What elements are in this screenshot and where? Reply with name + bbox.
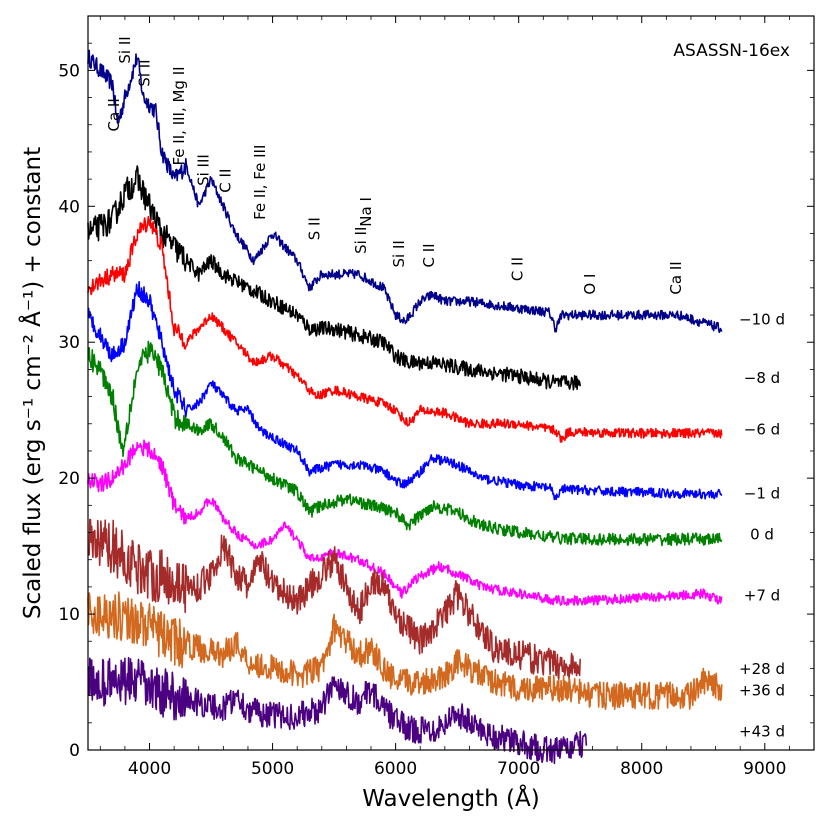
line-id-label: Si II — [352, 227, 370, 254]
line-id-label: S II — [305, 217, 323, 240]
epoch-label-layer: −10 d −8 d −6 d −1 d 0 d +7 d +28 d +36 d +43 d — [739, 311, 785, 741]
x-axis-title: Wavelength (Å) — [362, 784, 539, 812]
line-id-label: C II — [420, 243, 438, 267]
x-tick-label: 5000 — [251, 759, 294, 779]
line-id-label: O I — [581, 274, 599, 295]
spectrum-line-36d-7 — [87, 591, 723, 710]
spectrum-line-0d-4 — [87, 340, 723, 547]
chart-title: ASASSN-16ex — [673, 41, 790, 61]
line-id-label: Fe II, III, Mg II — [170, 66, 188, 165]
y-tick-label: 10 — [58, 605, 80, 625]
y-axis-title: Scaled flux (erg s⁻¹ cm⁻² Å⁻¹) + constan… — [18, 147, 46, 619]
y-tick-label: 0 — [69, 741, 80, 761]
line-id-label: C II — [217, 169, 235, 193]
epoch-label: 0 d — [750, 525, 774, 543]
y-tick-label: 20 — [58, 469, 80, 489]
line-id-label: Ca II — [667, 261, 685, 294]
epoch-label: −6 d — [744, 421, 780, 439]
line-id-label: C II — [508, 257, 526, 281]
spectrum-line-7d-5 — [87, 439, 723, 606]
spectrum-line-10d-0 — [87, 49, 723, 334]
epoch-label: +7 d — [744, 587, 780, 605]
spectrum-line-28d-6 — [87, 518, 581, 681]
spectrum-line-1d-3 — [87, 281, 723, 501]
epoch-label: −10 d — [739, 311, 785, 329]
series-layer — [87, 49, 723, 765]
y-tick-label: 30 — [58, 333, 80, 353]
line-id-label: Si II — [116, 36, 134, 63]
line-id-label: Fe II, Fe III — [251, 145, 269, 220]
epoch-label: −8 d — [744, 369, 780, 387]
x-tick-label: 9000 — [743, 759, 786, 779]
epoch-label: −1 d — [744, 485, 780, 503]
x-tick-label: 7000 — [497, 759, 540, 779]
line-id-label: Si II — [136, 59, 154, 86]
line-id-label: Si III — [195, 154, 213, 186]
line-id-label: Na I — [357, 197, 375, 227]
spectrum-line-6d-2 — [87, 215, 723, 443]
x-tick-label: 6000 — [374, 759, 417, 779]
spectrum-line-8d-1 — [87, 165, 581, 391]
plot-frame — [87, 15, 815, 751]
y-tick-label: 40 — [58, 197, 80, 217]
line-id-label: Ca II — [105, 98, 123, 131]
x-tick-label: 8000 — [620, 759, 663, 779]
epoch-label: +36 d — [739, 682, 785, 700]
epoch-label: +43 d — [739, 722, 785, 740]
spectrum-line-43d-8 — [87, 656, 588, 765]
line-id-label: Si II — [390, 240, 408, 267]
x-tick-label: 4000 — [128, 759, 171, 779]
y-tick-label: 50 — [58, 61, 80, 81]
epoch-label: +28 d — [739, 660, 785, 678]
